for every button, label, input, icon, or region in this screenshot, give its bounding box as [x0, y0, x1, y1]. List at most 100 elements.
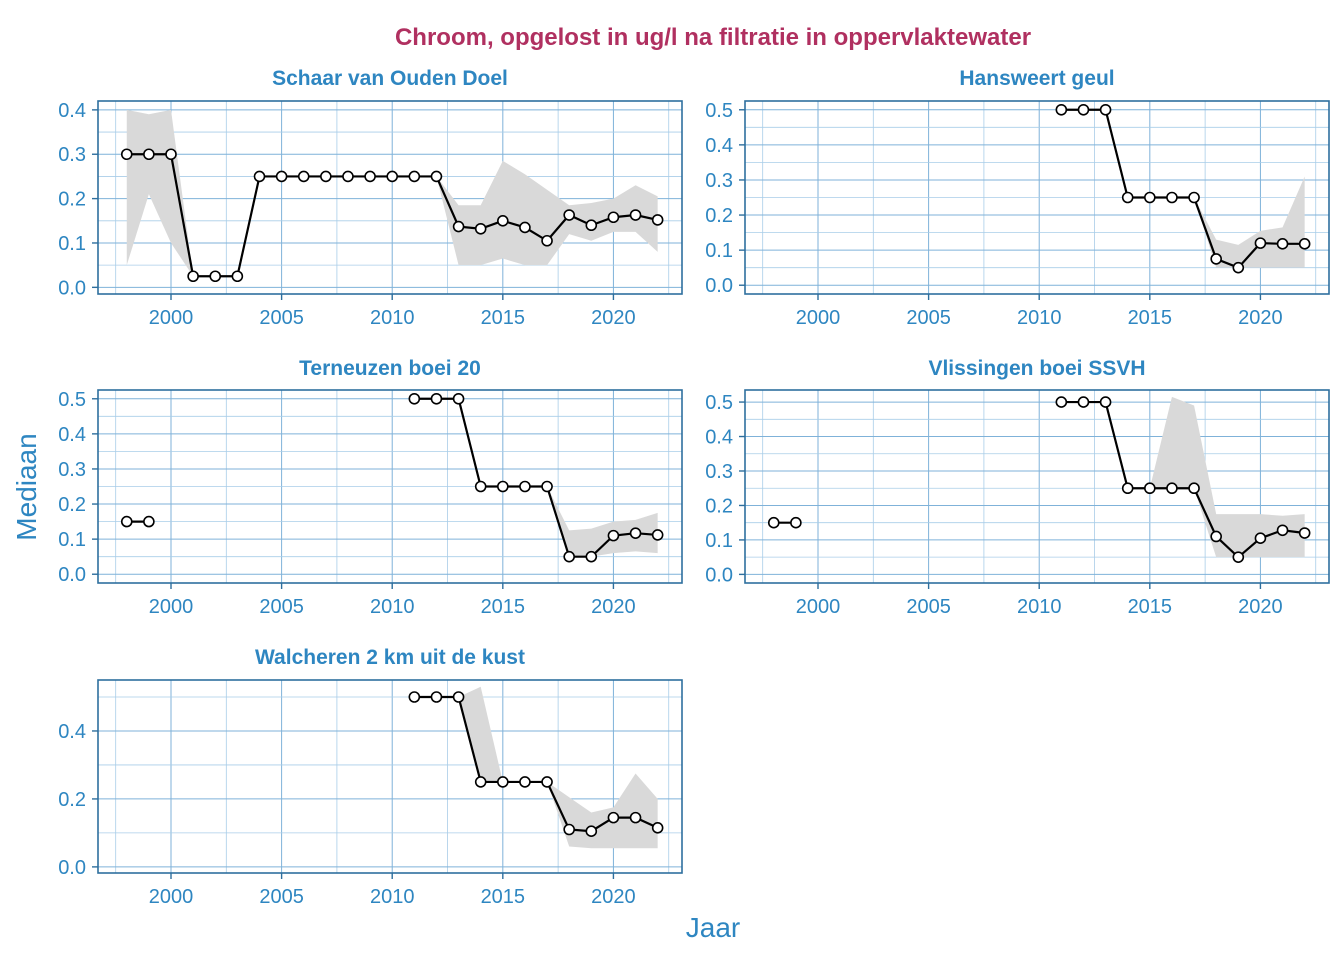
- median-point: [143, 148, 155, 161]
- median-point: [320, 170, 332, 183]
- median-point: [430, 392, 443, 405]
- median-point: [1232, 261, 1245, 274]
- median-point: [1166, 191, 1178, 204]
- x-tick-label: 2015: [481, 307, 526, 329]
- x-tick-label: 2010: [370, 307, 415, 329]
- y-tick-label: 0.2: [58, 494, 86, 516]
- median-point: [519, 480, 531, 493]
- median-point: [1298, 238, 1311, 250]
- facet-panels: Schaar van Ouden Doel 2000 2005 2010 2015 202…: [58, 67, 1330, 908]
- y-tick-label: 0.5: [705, 392, 733, 414]
- median-point: [629, 527, 642, 539]
- panel-title: Terneuzen boei 20: [299, 357, 481, 380]
- x-axis-label: Jaar: [686, 912, 740, 943]
- y-tick-label: 0.3: [58, 144, 86, 166]
- median-point: [452, 691, 465, 703]
- median-point: [1099, 396, 1112, 408]
- median-point: [452, 392, 465, 405]
- median-point: [1077, 396, 1090, 408]
- median-line: [1061, 108, 1305, 269]
- x-tick-label: 2005: [906, 596, 951, 618]
- median-point: [474, 222, 487, 235]
- median-point: [585, 550, 598, 563]
- median-point: [1210, 530, 1222, 543]
- x-tick-label: 2010: [1017, 307, 1062, 329]
- x-tick-label: 2015: [481, 596, 526, 618]
- panel-frame: [97, 100, 683, 295]
- median-point: [607, 529, 620, 542]
- y-tick-label: 0.4: [705, 135, 733, 157]
- x-tick-label: 2000: [149, 596, 194, 618]
- x-tick-label: 2020: [591, 596, 636, 618]
- median-point: [1055, 103, 1068, 116]
- median-point: [430, 691, 443, 703]
- median-point: [651, 529, 664, 541]
- y-tick-label: 0.0: [705, 275, 733, 297]
- panel-3: Terneuzen boei 20 2000 2005 2010 2015 2020 0.0…: [58, 357, 683, 618]
- panel-4: Vlissingen boei SSVH 2000 2005 2010 2015 2020…: [705, 357, 1330, 618]
- y-tick-label: 0.3: [705, 170, 733, 192]
- median-point: [585, 825, 598, 838]
- median-point: [1121, 482, 1134, 495]
- median-point: [1254, 532, 1267, 544]
- median-point: [253, 170, 266, 183]
- median-point: [651, 822, 664, 834]
- median-point: [1298, 527, 1311, 539]
- median-point: [497, 480, 509, 493]
- panel-frame: [744, 389, 1330, 584]
- y-tick-label: 0.0: [58, 277, 86, 299]
- y-tick-label: 0.1: [705, 240, 733, 262]
- y-axis-label: Mediaan: [11, 433, 42, 540]
- median-point: [1144, 482, 1156, 495]
- y-tick-label: 0.0: [58, 857, 86, 879]
- x-tick-label: 2005: [259, 886, 304, 908]
- range-ribbon: [414, 686, 658, 849]
- panel-2: Hansweert geul 2000 2005 2010 2015 2020 0.0 0.1…: [705, 67, 1330, 329]
- median-point: [585, 219, 598, 232]
- x-tick-label: 2005: [259, 307, 304, 329]
- median-point: [1099, 103, 1112, 116]
- median-point: [408, 392, 421, 405]
- median-point: [497, 214, 509, 227]
- median-point: [1188, 482, 1200, 495]
- y-tick-label: 0.4: [58, 100, 86, 122]
- chart-title: Chroom, opgelost in ug/l na filtratie in…: [395, 24, 1031, 51]
- y-tick-label: 0.1: [58, 529, 86, 551]
- median-point: [474, 480, 487, 493]
- median-point: [767, 516, 780, 529]
- x-tick-label: 2000: [796, 307, 841, 329]
- median-point: [364, 170, 376, 183]
- y-tick-label: 0.5: [58, 389, 86, 411]
- range-ribbon: [414, 398, 658, 557]
- median-point: [297, 170, 310, 183]
- x-tick-label: 2015: [1128, 307, 1173, 329]
- x-tick-label: 2015: [481, 886, 526, 908]
- median-point: [1254, 237, 1267, 249]
- panel-frame: [97, 679, 683, 874]
- x-tick-label: 2020: [1238, 596, 1283, 618]
- median-point: [607, 811, 620, 824]
- x-tick-label: 2020: [591, 307, 636, 329]
- median-point: [1276, 238, 1289, 250]
- y-tick-label: 0.0: [58, 564, 86, 586]
- x-tick-label: 2010: [370, 596, 415, 618]
- median-point: [209, 270, 222, 283]
- median-point: [275, 170, 288, 183]
- y-tick-label: 0.1: [705, 530, 733, 552]
- median-point: [541, 776, 553, 788]
- median-point: [563, 550, 575, 563]
- panel-title: Schaar van Ouden Doel: [272, 67, 508, 90]
- x-tick-label: 2000: [149, 307, 194, 329]
- median-point: [165, 148, 177, 161]
- range-ribbon: [1061, 396, 1305, 558]
- panel-title: Walcheren 2 km uit de kust: [255, 646, 525, 669]
- median-point: [519, 221, 531, 234]
- panel-1: Schaar van Ouden Doel 2000 2005 2010 2015 202…: [58, 67, 683, 329]
- median-point: [629, 209, 642, 221]
- y-tick-label: 0.2: [58, 189, 86, 211]
- median-point: [1144, 191, 1156, 204]
- median-point: [1276, 524, 1289, 537]
- y-tick-label: 0.2: [705, 495, 733, 517]
- median-point: [1166, 482, 1178, 495]
